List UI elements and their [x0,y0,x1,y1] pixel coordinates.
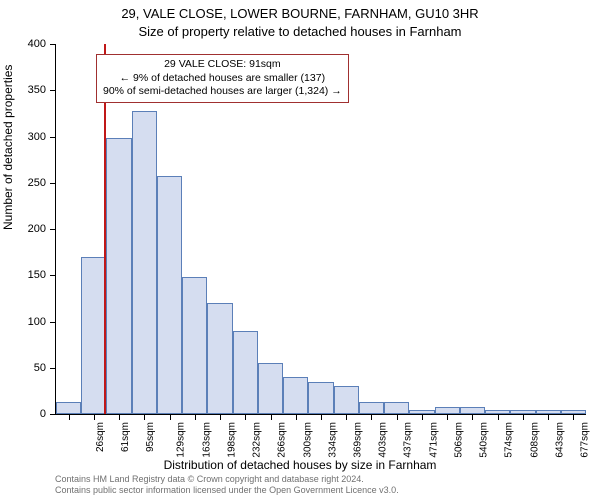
histogram-bar [56,402,81,414]
x-tick [245,414,246,420]
chart-container: 29, VALE CLOSE, LOWER BOURNE, FARNHAM, G… [0,0,600,500]
x-tick [321,414,322,420]
footer-line-1: Contains HM Land Registry data © Crown c… [55,474,399,485]
x-tick [472,414,473,420]
x-tick [94,414,95,420]
y-tick-label: 300 [16,131,46,143]
histogram-bar [81,257,106,414]
histogram-bar [283,377,308,414]
x-tick-label: 163sqm [201,422,212,458]
x-tick-label: 198sqm [226,422,237,458]
x-tick-label: 334sqm [327,422,338,458]
histogram-bar [207,303,232,414]
histogram-bar [157,176,182,414]
y-tick-label: 50 [16,362,46,374]
title-line-1: 29, VALE CLOSE, LOWER BOURNE, FARNHAM, G… [0,6,600,21]
y-tick-label: 400 [16,38,46,50]
y-tick-label: 350 [16,84,46,96]
y-tick-label: 100 [16,316,46,328]
x-tick [498,414,499,420]
y-axis-label: Number of detached properties [1,65,15,230]
x-tick-label: 61sqm [120,422,131,452]
x-tick-label: 437sqm [403,422,414,458]
histogram-bar [308,382,333,414]
y-tick [50,322,56,323]
x-tick [346,414,347,420]
annotation-box: 29 VALE CLOSE: 91sqm← 9% of detached hou… [96,54,349,103]
x-tick-label: 506sqm [454,422,465,458]
x-tick [397,414,398,420]
x-tick-label: 540sqm [479,422,490,458]
x-tick-label: 129sqm [176,422,187,458]
x-tick-label: 300sqm [302,422,313,458]
y-tick [50,414,56,415]
x-tick-label: 574sqm [504,422,515,458]
histogram-bar [334,386,359,414]
y-tick [50,368,56,369]
y-tick [50,275,56,276]
y-tick-label: 250 [16,177,46,189]
footer-attribution: Contains HM Land Registry data © Crown c… [55,474,399,496]
x-tick [422,414,423,420]
x-tick [296,414,297,420]
y-tick-label: 150 [16,269,46,281]
x-tick [69,414,70,420]
annot-line-1: 29 VALE CLOSE: 91sqm [103,58,342,72]
x-tick [548,414,549,420]
y-tick [50,229,56,230]
histogram-bar [460,407,485,414]
x-tick-label: 266sqm [277,422,288,458]
histogram-bar [182,277,207,414]
annot-line-2: ← 9% of detached houses are smaller (137… [103,72,342,86]
x-tick [371,414,372,420]
plot-area: 05010015020025030035040026sqm61sqm95sqm1… [55,44,586,415]
x-tick-label: 232sqm [252,422,263,458]
x-tick-label: 677sqm [580,422,591,458]
x-tick [573,414,574,420]
y-tick-label: 0 [16,408,46,420]
footer-line-2: Contains public sector information licen… [55,485,399,496]
x-tick [144,414,145,420]
x-tick-label: 403sqm [378,422,389,458]
x-tick-label: 95sqm [145,422,156,452]
annot-line-3: 90% of semi-detached houses are larger (… [103,85,342,99]
histogram-bar [384,402,409,414]
x-tick-label: 26sqm [95,422,106,452]
x-tick-label: 643sqm [554,422,565,458]
x-tick-label: 471sqm [428,422,439,458]
y-tick [50,183,56,184]
x-tick-label: 608sqm [529,422,540,458]
x-axis-label: Distribution of detached houses by size … [0,458,600,472]
x-tick [271,414,272,420]
y-tick-label: 200 [16,223,46,235]
x-tick [170,414,171,420]
histogram-bar [435,407,460,414]
histogram-bar [106,138,131,414]
x-tick [119,414,120,420]
x-tick [523,414,524,420]
y-tick [50,90,56,91]
y-tick [50,137,56,138]
x-tick [447,414,448,420]
title-line-2: Size of property relative to detached ho… [0,24,600,39]
histogram-bar [359,402,384,414]
histogram-bar [233,331,258,414]
x-tick [195,414,196,420]
x-tick-label: 369sqm [353,422,364,458]
x-tick [220,414,221,420]
y-tick [50,44,56,45]
histogram-bar [258,363,283,414]
histogram-bar [132,111,157,414]
